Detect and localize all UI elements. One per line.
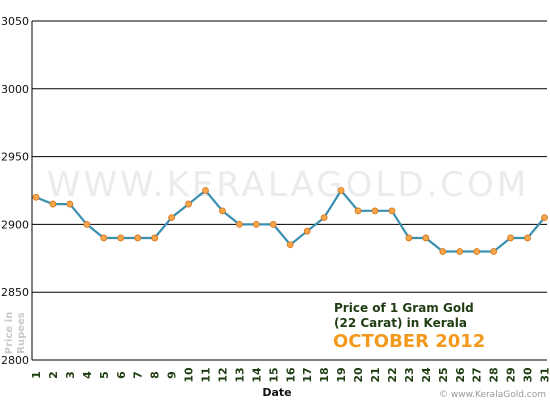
data-point-18 [320, 214, 328, 222]
x-tick-label-24: 24 [420, 367, 433, 383]
chart-title-line1: Price of 1 Gram Gold [334, 301, 474, 315]
x-tick-label-8: 8 [149, 371, 162, 379]
data-point-12 [219, 207, 226, 215]
x-tick-label-1: 1 [30, 371, 43, 379]
price-markers [32, 187, 548, 255]
data-point-22 [388, 207, 396, 215]
x-tick-label-15: 15 [267, 367, 280, 382]
data-point-2 [49, 200, 57, 208]
grid-lines [31, 20, 547, 361]
data-point-10 [185, 200, 192, 208]
data-point-13 [235, 220, 243, 228]
y-tick-label-2900: 2900 [1, 218, 29, 231]
x-tick-label-14: 14 [250, 367, 263, 383]
data-point-17 [303, 227, 311, 235]
x-tick-labels: 1 2 3 4 5 6 7 8 9 10 11 12 13 14 15 16 17 18 19 20 21 22 23 24 2… [30, 367, 550, 383]
x-tick-label-29: 29 [505, 367, 518, 382]
x-tick-label-31: 31 [539, 367, 550, 382]
data-point-23 [405, 234, 413, 242]
x-tick-label-30: 30 [522, 367, 535, 383]
y-tick-labels: 2800 2850 2900 2950 3000 3050 [1, 15, 29, 367]
y-tick-label-2850: 2850 [1, 286, 29, 299]
data-point-31 [541, 214, 548, 222]
x-tick-label-7: 7 [132, 371, 145, 379]
x-tick-label-25: 25 [437, 367, 450, 382]
data-point-3 [66, 200, 74, 208]
x-tick-label-4: 4 [81, 371, 94, 379]
x-tick-label-13: 13 [233, 367, 246, 382]
x-tick-label-20: 20 [352, 367, 365, 383]
x-tick-label-16: 16 [284, 367, 297, 383]
data-point-16 [286, 241, 294, 249]
x-tick-label-21: 21 [369, 367, 382, 382]
data-point-28 [490, 248, 498, 255]
data-point-8 [151, 234, 159, 242]
data-point-9 [168, 214, 176, 222]
data-point-25 [439, 248, 447, 255]
x-tick-label-27: 27 [471, 367, 484, 382]
data-point-24 [422, 234, 430, 242]
y-tick-label-2800: 2800 [1, 354, 29, 367]
x-tick-label-12: 12 [216, 367, 229, 382]
data-point-1 [32, 193, 40, 201]
x-tick-label-3: 3 [64, 371, 77, 379]
data-point-21 [371, 207, 379, 215]
x-tick-label-23: 23 [403, 367, 416, 382]
x-axis-label: Date [262, 386, 291, 399]
x-tick-label-10: 10 [183, 367, 196, 383]
data-point-29 [507, 234, 515, 242]
x-tick-label-2: 2 [47, 371, 60, 379]
data-point-19 [337, 187, 345, 194]
x-tick-label-22: 22 [386, 367, 399, 382]
data-point-11 [202, 187, 209, 194]
x-tick-label-28: 28 [488, 367, 501, 382]
y-tick-label-3050: 3050 [1, 15, 29, 28]
data-point-30 [524, 234, 531, 242]
chart-subtitle: OCTOBER 2012 [333, 331, 485, 352]
data-point-5 [100, 234, 108, 242]
data-point-7 [134, 234, 142, 242]
x-tick-label-18: 18 [318, 367, 331, 382]
y-tick-label-2950: 2950 [1, 151, 29, 164]
data-point-20 [354, 207, 362, 215]
data-point-4 [83, 220, 91, 228]
x-tick-label-6: 6 [115, 371, 128, 379]
x-tick-label-17: 17 [301, 367, 314, 382]
data-point-26 [456, 248, 464, 255]
x-tick-label-26: 26 [454, 367, 467, 383]
x-tick-label-11: 11 [200, 367, 213, 382]
y-axis-label-line1: Price in [4, 312, 15, 354]
data-point-27 [473, 248, 481, 255]
x-tick-label-19: 19 [335, 367, 348, 382]
credit-text: © www.KeralaGold.com [439, 390, 546, 400]
y-axis-label-line2: Rupees [16, 312, 27, 354]
data-point-14 [252, 220, 260, 228]
chart-title-line2: (22 Carat) in Kerala [334, 316, 467, 330]
x-tick-label-9: 9 [166, 371, 179, 379]
x-tick-label-5: 5 [98, 371, 111, 379]
watermark: WWW.KERALAGOLD.COM [47, 165, 529, 205]
y-tick-label-3000: 3000 [1, 83, 29, 96]
data-point-6 [117, 234, 125, 242]
data-point-15 [269, 220, 277, 228]
